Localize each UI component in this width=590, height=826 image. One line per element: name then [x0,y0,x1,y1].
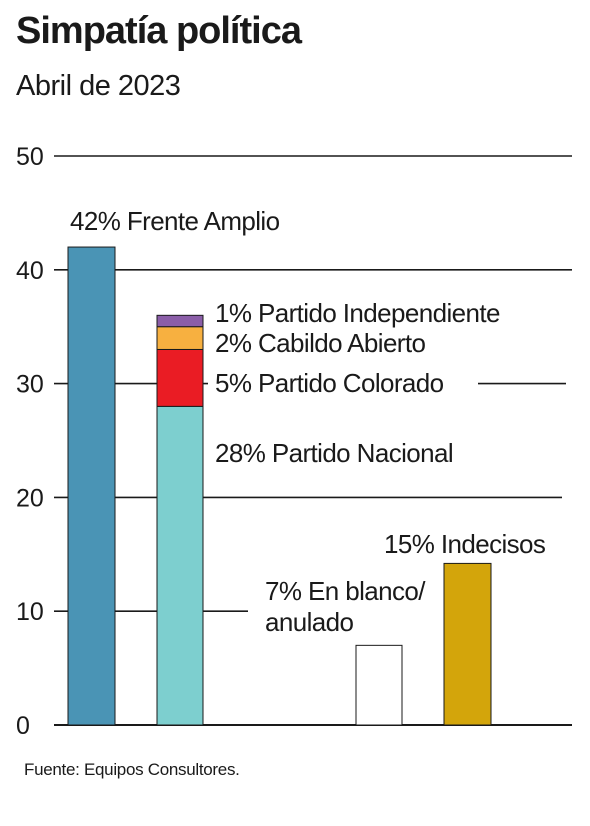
y-tick-label: 40 [16,257,44,285]
bar-partido-independiente [156,314,204,328]
y-tick-label: 50 [16,143,44,171]
y-tick-label: 30 [16,371,44,399]
bar-en-blanco-anulado [355,644,403,726]
bar-chart: 0 10 20 30 40 50 42% Frente Amplio 28% Partido … [16,143,572,740]
bar-partido-nacional [156,405,204,726]
bar-frente-amplio [67,246,116,726]
y-tick-label: 10 [16,598,44,626]
bar-cabildo-abierto [156,326,204,350]
chart-subtitle: Abril de 2023 [16,70,181,102]
chart-source: Fuente: Equipos Consultores. [24,760,240,779]
bar-partido-colorado-label: 5% Partido Colorado [215,368,444,398]
bar-partido-nacional-label: 28% Partido Nacional [215,438,453,468]
bar-partido-independiente-label: 1% Partido Independiente [215,298,500,328]
y-tick-label: 20 [16,484,44,512]
bar-indecisos-label: 15% Indecisos [384,529,546,559]
chart-title: Simpatía política [16,10,302,52]
bar-frente-amplio-label: 42% Frente Amplio [70,206,280,236]
bar-en-blanco-anulado-label: 7% En blanco/anulado [265,576,426,637]
bar-cabildo-abierto-label: 2% Cabildo Abierto [215,328,425,358]
bar-partido-colorado [156,348,204,407]
bar-indecisos [443,562,492,726]
y-tick-label: 0 [16,712,30,740]
